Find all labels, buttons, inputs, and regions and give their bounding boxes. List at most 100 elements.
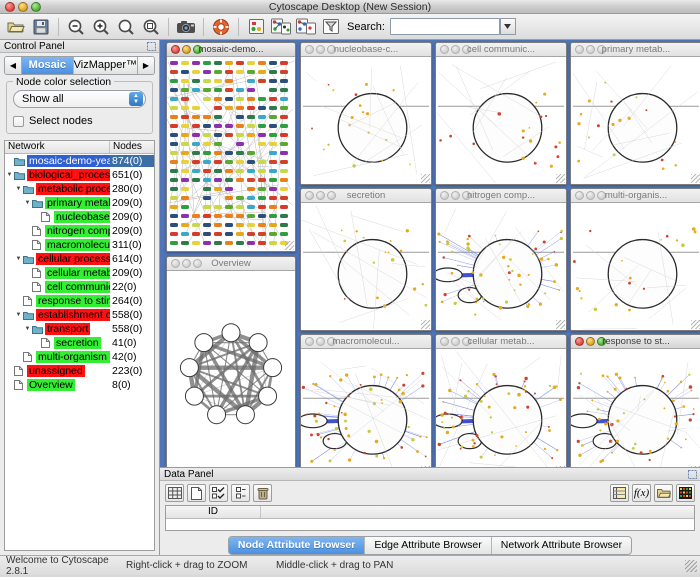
tree-row[interactable]: nucleobase-209(0) (5, 210, 154, 224)
tab-scroll-right-icon[interactable]: ▶ (137, 57, 154, 74)
import-icon[interactable] (654, 484, 673, 502)
network-window-titlebar[interactable]: cellular metab... (436, 335, 566, 349)
network-window[interactable]: cell communic... (435, 42, 567, 185)
filter-icon[interactable] (319, 16, 343, 38)
tree-expand-icon[interactable]: ▼ (14, 186, 23, 192)
network-canvas[interactable] (167, 272, 295, 477)
resize-grip[interactable] (685, 560, 697, 572)
network-window[interactable]: nitrogen comp... (435, 188, 567, 331)
network-canvas[interactable] (301, 350, 431, 476)
network-canvas[interactable] (571, 204, 700, 330)
formula-icon[interactable]: f(x) (632, 484, 651, 502)
network-resize-grip[interactable] (691, 320, 700, 329)
tree-row[interactable]: multi-organism pro42(0) (5, 350, 154, 364)
network-window[interactable]: multi-organis... (570, 188, 700, 331)
network-resize-grip[interactable] (421, 320, 430, 329)
network-window[interactable]: mosaic-demo... (166, 42, 296, 252)
tree-row[interactable]: macromolecule311(0) (5, 238, 154, 252)
tab-scroll-left-icon[interactable]: ◀ (5, 57, 22, 74)
list-attributes-icon[interactable] (231, 484, 250, 502)
help-icon[interactable] (209, 16, 233, 38)
network-window-titlebar[interactable]: mosaic-demo... (167, 43, 295, 57)
float-data-panel-icon[interactable] (688, 470, 697, 482)
network-window-titlebar[interactable]: nitrogen comp... (436, 189, 566, 203)
network-window-titlebar[interactable]: Overview (167, 257, 295, 271)
zoom-selected-icon[interactable] (139, 16, 163, 38)
save-icon[interactable] (29, 16, 53, 38)
select-nodes-checkbox[interactable] (13, 116, 24, 127)
search-dropdown-button[interactable] (500, 18, 516, 35)
network-window[interactable]: cellular metab... (435, 334, 567, 477)
network-canvas[interactable] (301, 204, 431, 330)
network-resize-grip[interactable] (691, 174, 700, 183)
network-resize-grip[interactable] (421, 174, 430, 183)
tree-row[interactable]: mosaic-demo-yeast874(0) (5, 154, 154, 168)
network-canvas[interactable] (571, 58, 700, 184)
tree-expand-icon[interactable]: ▼ (14, 256, 23, 262)
tree-expand-icon[interactable]: ▼ (14, 312, 23, 318)
tree-row[interactable]: cellular metabo209(0) (5, 266, 154, 280)
tree-row[interactable]: nitrogen compo209(0) (5, 224, 154, 238)
network-canvas[interactable] (571, 350, 700, 476)
network-window[interactable]: macromolecul... (300, 334, 432, 477)
float-panel-icon[interactable] (147, 42, 156, 54)
network-canvas[interactable] (436, 350, 566, 476)
zoom-out-icon[interactable] (64, 16, 88, 38)
network-window-titlebar[interactable]: secretion (301, 189, 431, 203)
table-icon[interactable] (610, 484, 629, 502)
select-attributes-icon[interactable] (209, 484, 228, 502)
network-from-selected-icon[interactable] (269, 16, 293, 38)
network-window-titlebar[interactable]: multi-organis... (571, 189, 700, 203)
select-all-icon[interactable] (165, 484, 184, 502)
tree-expand-icon[interactable]: ▼ (23, 200, 32, 206)
tree-row[interactable]: cell communica22(0) (5, 280, 154, 294)
network-tree[interactable]: Network Nodes mosaic-demo-yeast874(0)▼bi… (4, 140, 155, 551)
clone-network-icon[interactable] (294, 16, 318, 38)
tree-expand-icon[interactable]: ▼ (5, 172, 14, 178)
network-window-titlebar[interactable]: nucleobase-c... (301, 43, 431, 57)
network-window[interactable]: primary metab... (570, 42, 700, 185)
select-nodes-row[interactable]: Select nodes (13, 115, 146, 127)
network-window[interactable]: secretion (300, 188, 432, 331)
network-window-titlebar[interactable]: response to st... (571, 335, 700, 349)
tab-vizmapper[interactable]: VizMapper™ (73, 57, 137, 74)
tab-edge-attribute-browser[interactable]: Edge Attribute Browser (364, 537, 490, 554)
network-window[interactable]: nucleobase-c... (300, 42, 432, 185)
network-canvas[interactable] (436, 58, 566, 184)
network-window[interactable]: response to st... (570, 334, 700, 477)
heatmap-icon[interactable] (676, 484, 695, 502)
tab-mosaic[interactable]: Mosaic (22, 57, 73, 74)
tree-row[interactable]: ▼establishment of lo558(0) (5, 308, 154, 322)
network-window-titlebar[interactable]: cell communic... (436, 43, 566, 57)
network-canvas[interactable] (167, 58, 295, 251)
tree-row[interactable]: ▼metabolic process280(0) (5, 182, 154, 196)
network-window[interactable]: Overview (166, 256, 296, 478)
network-canvas[interactable] (436, 204, 566, 330)
attribute-table[interactable]: ID (165, 505, 695, 531)
zoom-fit-icon[interactable] (114, 16, 138, 38)
open-icon[interactable] (4, 16, 28, 38)
network-resize-grip[interactable] (556, 320, 565, 329)
delete-attribute-icon[interactable] (253, 484, 272, 502)
tree-expand-icon[interactable]: ▼ (23, 326, 32, 332)
network-window-titlebar[interactable]: primary metab... (571, 43, 700, 57)
tab-node-attribute-browser[interactable]: Node Attribute Browser (229, 537, 364, 554)
zoom-in-icon[interactable] (89, 16, 113, 38)
node-color-combo[interactable]: Show all ▲▼ (13, 90, 146, 108)
tab-network-attribute-browser[interactable]: Network Attribute Browser (491, 537, 631, 554)
search-input[interactable] (390, 18, 500, 35)
new-attribute-icon[interactable] (187, 484, 206, 502)
tree-row[interactable]: ▼primary metabolic209(0) (5, 196, 154, 210)
new-network-icon[interactable] (244, 16, 268, 38)
network-resize-grip[interactable] (556, 174, 565, 183)
network-resize-grip[interactable] (285, 241, 294, 250)
screenshot-icon[interactable] (174, 16, 198, 38)
network-window-titlebar[interactable]: macromolecul... (301, 335, 431, 349)
network-canvas[interactable] (301, 58, 431, 184)
